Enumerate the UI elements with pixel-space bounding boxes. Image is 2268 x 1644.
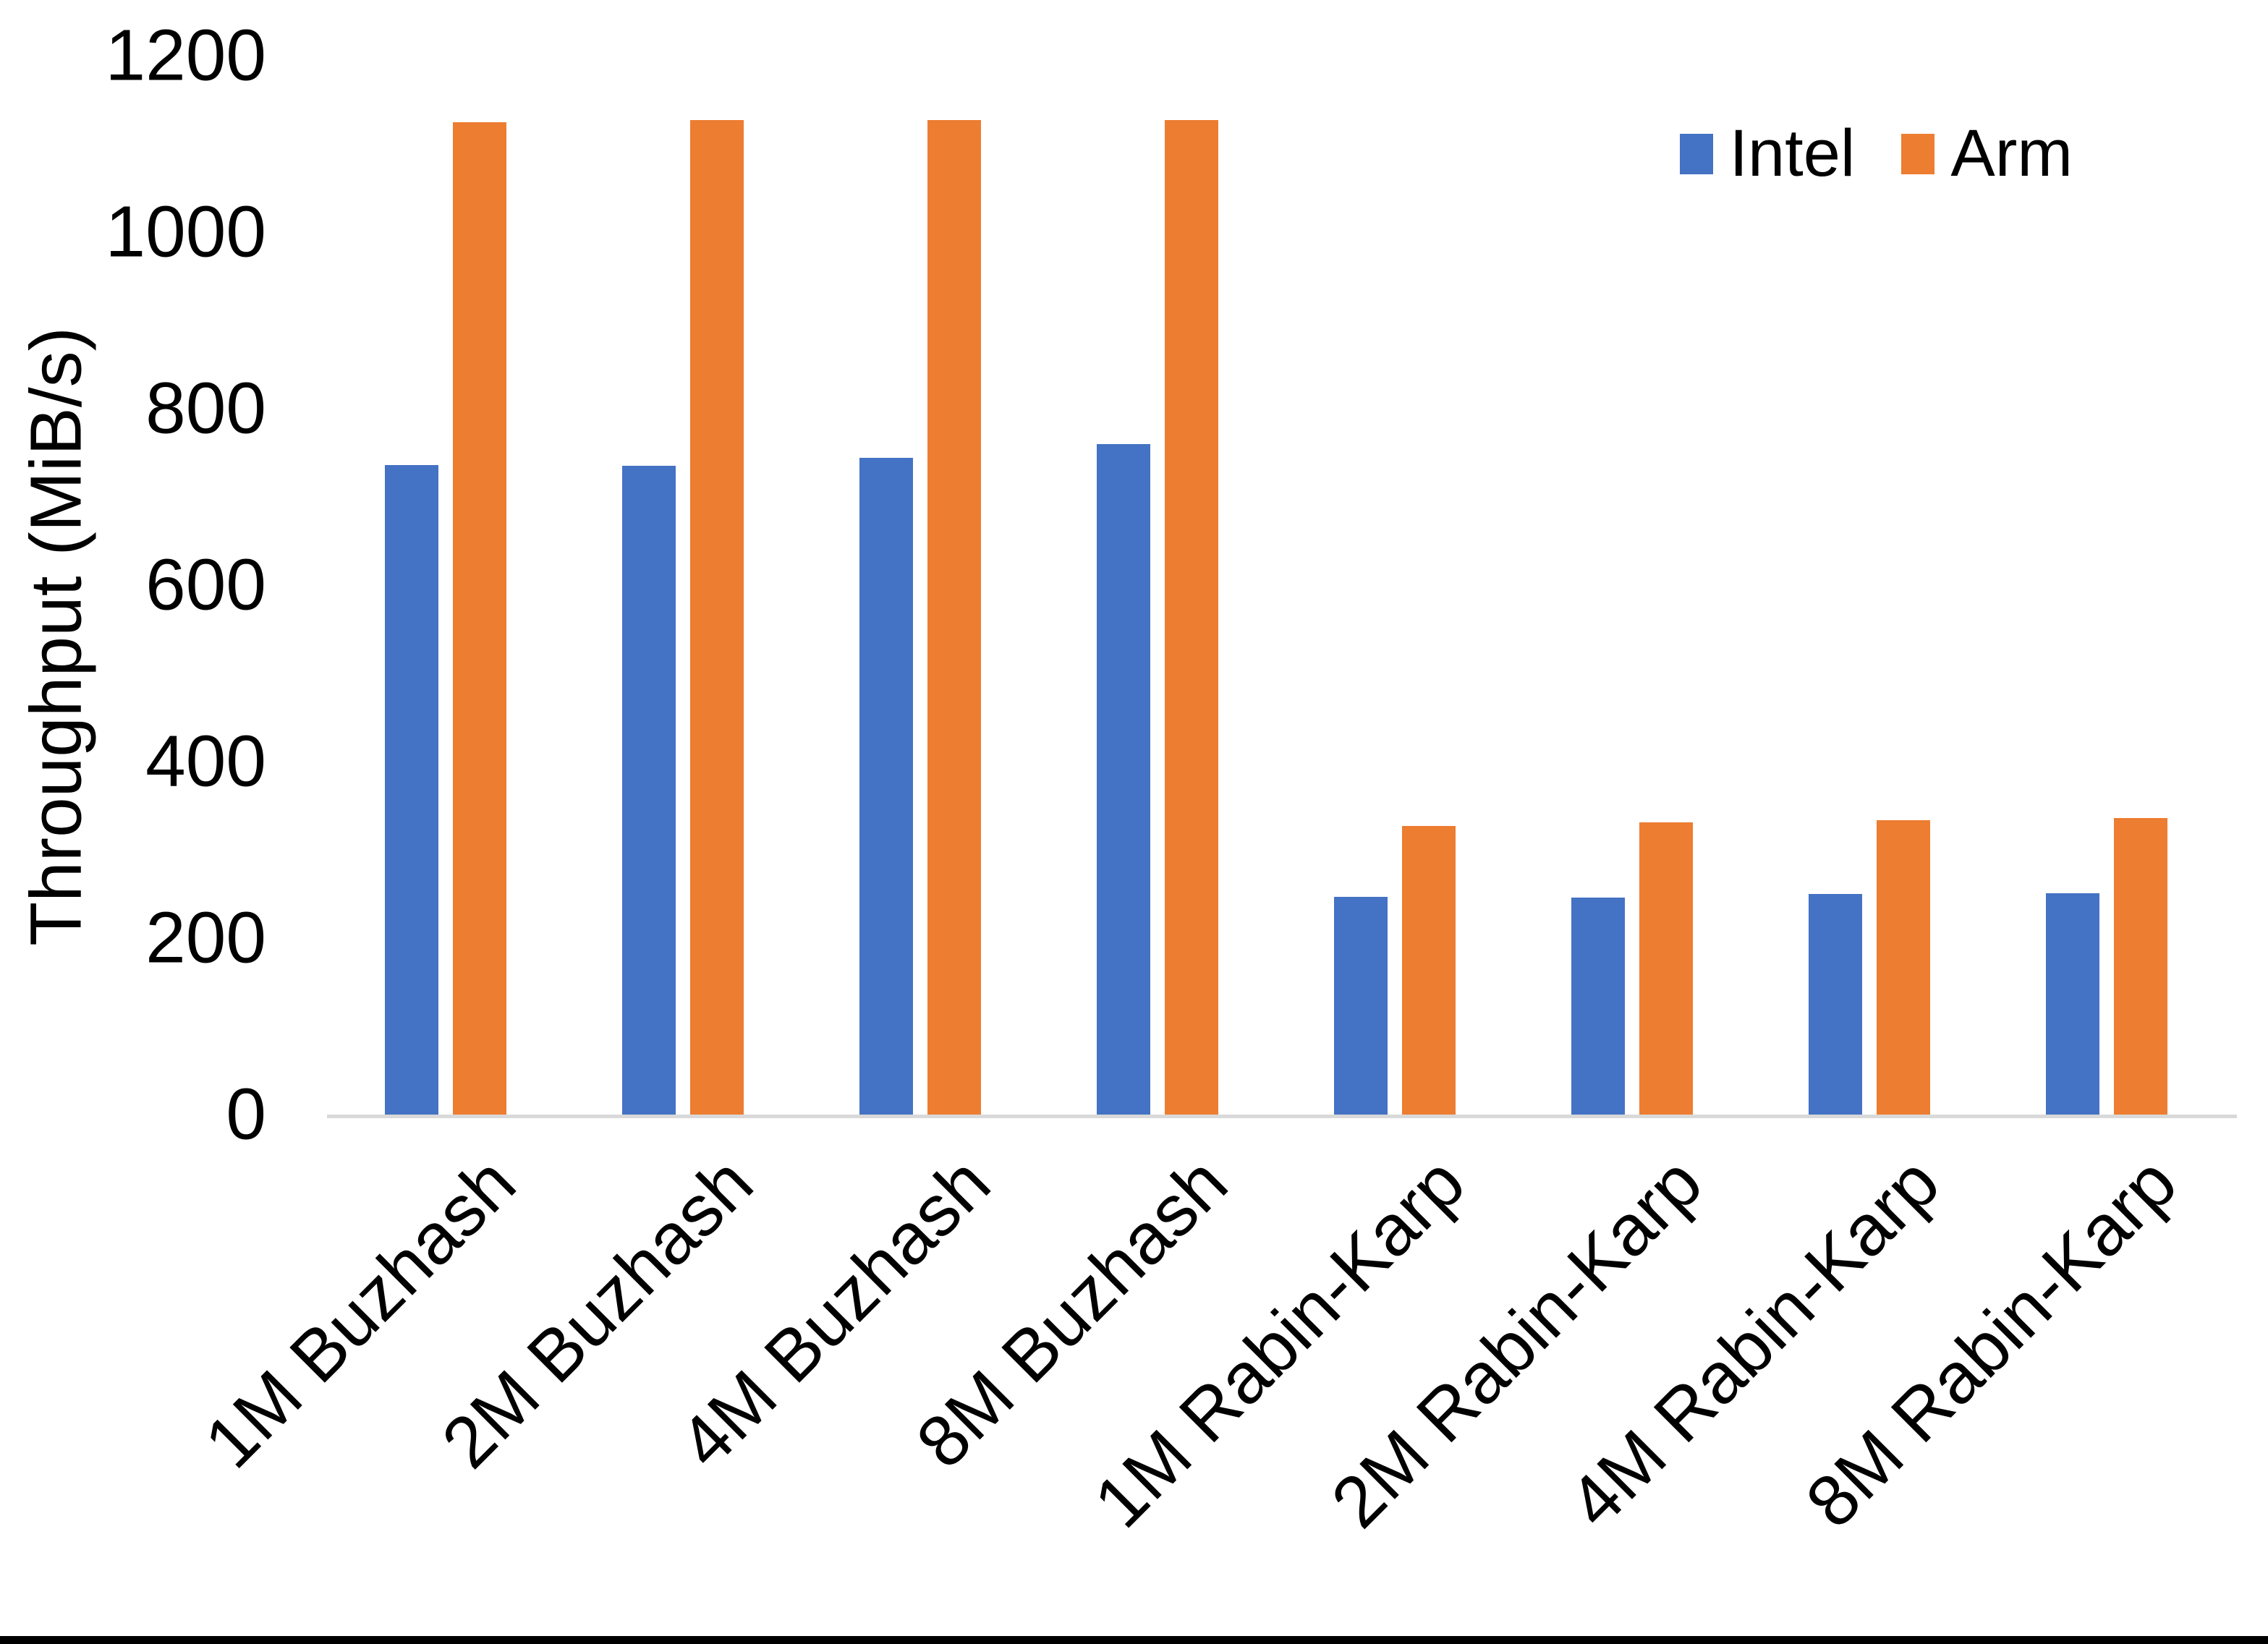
y-tick-label: 600 (145, 544, 266, 626)
bar-arm-1m-buzhash (453, 122, 506, 1115)
bar-group (802, 56, 1039, 1115)
bar-group (564, 56, 802, 1115)
bar-arm-4m-buzhash (927, 120, 981, 1115)
bar-arm-8m-rabin-karp (2114, 818, 2167, 1115)
legend-item-arm: Arm (1901, 116, 2073, 192)
legend: Intel Arm (1680, 116, 2073, 192)
bar-arm-8m-buzhash (1165, 120, 1218, 1115)
bar-intel-1m-rabin-karp (1334, 896, 1388, 1115)
legend-swatch-intel (1680, 133, 1714, 174)
bar-intel-4m-rabin-karp (1809, 894, 1862, 1115)
bar-group (1039, 56, 1276, 1115)
bar-group (1751, 56, 1988, 1115)
bar-group (1988, 56, 2225, 1115)
y-tick-label: 400 (145, 720, 266, 802)
bar-group (1276, 56, 1513, 1115)
bar-arm-4m-rabin-karp (1877, 819, 1930, 1115)
bar-intel-8m-rabin-karp (2046, 893, 2099, 1115)
bottom-border (0, 1636, 2268, 1644)
bar-arm-1m-rabin-karp (1402, 826, 1456, 1115)
y-tick-label: 1000 (105, 191, 266, 273)
plot-area (327, 56, 2225, 1115)
bar-intel-8m-buzhash (1097, 443, 1150, 1115)
bar-intel-2m-buzhash (622, 466, 676, 1115)
bar-arm-2m-rabin-karp (1639, 822, 1693, 1115)
bar-intel-4m-buzhash (859, 458, 913, 1115)
y-tick-label: 0 (226, 1073, 266, 1155)
legend-item-intel: Intel (1680, 116, 1855, 192)
y-tick-label: 800 (145, 367, 266, 449)
bar-intel-2m-rabin-karp (1571, 897, 1625, 1115)
x-axis-line (327, 1115, 2237, 1118)
y-tick-label: 1200 (105, 14, 266, 96)
legend-swatch-arm (1901, 133, 1935, 174)
legend-label: Arm (1950, 116, 2073, 190)
bar-group (1513, 56, 1751, 1115)
bar-intel-1m-buzhash (385, 465, 438, 1115)
bar-group (327, 56, 564, 1115)
legend-label: Intel (1729, 116, 1856, 190)
y-tick-label: 200 (145, 897, 266, 979)
bar-arm-2m-buzhash (690, 120, 744, 1115)
